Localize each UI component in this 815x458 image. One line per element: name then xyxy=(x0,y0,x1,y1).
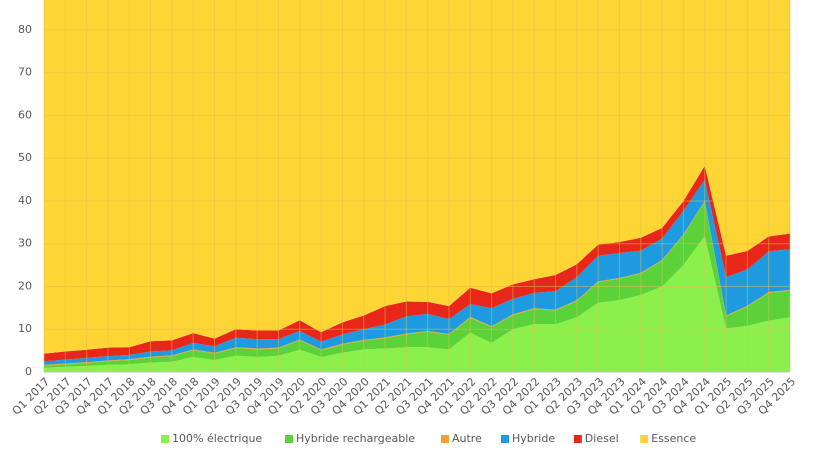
y-tick-label: 30 xyxy=(18,237,32,250)
area xyxy=(44,200,790,366)
y-tick-label: 50 xyxy=(18,151,32,164)
y-tick-label: 80 xyxy=(18,23,32,36)
legend-swatch xyxy=(161,435,169,443)
legend-label: Hybride xyxy=(512,432,555,445)
y-tick-label: 70 xyxy=(18,66,32,79)
y-tick-label: 60 xyxy=(18,108,32,121)
legend-label: Diesel xyxy=(585,432,619,445)
y-tick-label: 0 xyxy=(25,365,32,378)
legend-label: 100% électrique xyxy=(172,432,262,445)
area xyxy=(44,236,790,372)
y-tick-label: 40 xyxy=(18,194,32,207)
legend-swatch xyxy=(285,435,293,443)
legend-label: Autre xyxy=(452,432,482,445)
legend-swatch xyxy=(640,435,649,443)
legend-swatch xyxy=(441,435,449,443)
plot-area xyxy=(44,0,790,372)
area xyxy=(44,0,790,354)
legend-label: Hybride rechargeable xyxy=(296,432,415,445)
legend-swatch xyxy=(501,435,509,443)
y-tick-label: 20 xyxy=(18,279,32,292)
legend-label: Essence xyxy=(651,432,696,445)
y-tick-label: 10 xyxy=(18,322,32,335)
legend-swatch xyxy=(573,435,582,443)
